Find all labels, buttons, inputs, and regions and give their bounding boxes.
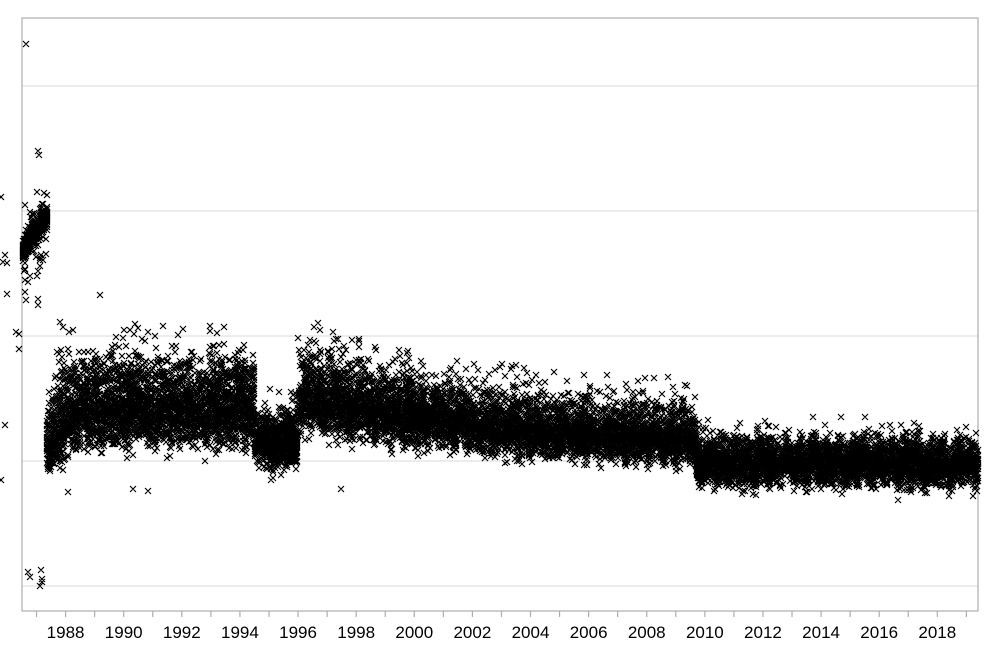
x-tick-label: 2010 [686, 623, 724, 642]
x-tick-label: 1998 [337, 623, 375, 642]
x-tick-label: 2006 [570, 623, 608, 642]
x-tick-label: 2004 [512, 623, 550, 642]
x-tick-label: 2018 [918, 623, 956, 642]
x-tick-label: 1994 [221, 623, 259, 642]
x-tick-label: 2014 [802, 623, 840, 642]
x-tick-label: 2012 [744, 623, 782, 642]
x-tick-label: 2016 [860, 623, 898, 642]
x-tick-label: 1996 [279, 623, 317, 642]
scatter-points [0, 40, 982, 590]
x-tick-label: 2002 [453, 623, 491, 642]
x-tick-label: 1992 [163, 623, 201, 642]
x-tick-label: 1988 [47, 623, 85, 642]
x-tick-label: 1990 [105, 623, 143, 642]
x-tick-label: 2008 [628, 623, 666, 642]
plot-border [21, 17, 979, 612]
x-tick-label: 2000 [395, 623, 433, 642]
